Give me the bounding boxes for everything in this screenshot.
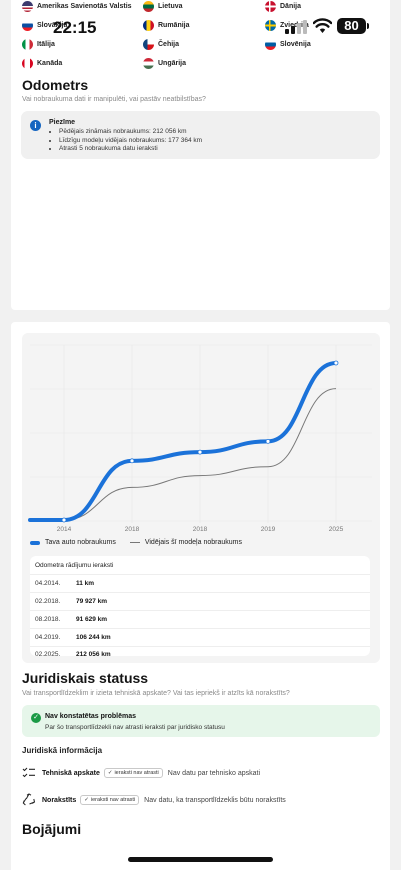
no-records-badge: ✓ ieraksti nav atrasti (80, 795, 140, 805)
status-bar: 22:15 80 (0, 0, 401, 56)
country-item: Čehija (143, 39, 179, 50)
table-row: 02.2018. 79 927 km (30, 592, 370, 610)
battery-icon: 80 (337, 18, 369, 34)
check-icon: ✓ (107, 770, 113, 776)
country-item: Ungārija (143, 58, 186, 69)
note-title: Piezīme (49, 119, 76, 126)
table-row: 04.2014. 11 km (30, 574, 370, 592)
data-point (61, 517, 67, 523)
flag-slovakia-icon (22, 20, 33, 31)
country-item: Kanāda (22, 58, 62, 69)
legend-label-car: Tava auto nobraukums (45, 539, 116, 546)
legal-subtitle: Vai transportlīdzeklim ir izieta tehnisk… (22, 690, 290, 697)
legal-row-inspection: Tehniskā apskate ✓ ieraksti nav atrasti N… (22, 764, 260, 782)
note-list: Pēdējais zināmais nobraukums: 212 056 km… (59, 128, 202, 154)
country-item: Amerikas Savienotās Valstis (22, 1, 132, 12)
legal-row-desc: Nav datu par tehnisko apskati (167, 769, 261, 777)
legal-row-label: Tehniskā apskate (42, 769, 100, 777)
chart-legend: Tava auto nobraukums Vidējais šī modeļa … (30, 539, 242, 546)
country-item: Slovākija (22, 20, 67, 31)
odometer-title: Odometrs (22, 77, 89, 93)
flag-italy-icon (22, 39, 33, 50)
mileage-chart-svg: 2014 2018 2018 2019 2025 (28, 344, 372, 533)
flag-czechia-icon (143, 39, 154, 50)
records-title: Odometra rādījumu ieraksti (35, 562, 114, 569)
status-time: 22:15 (53, 18, 97, 37)
x-tick-label: 2018 (125, 526, 140, 533)
note-item: Līdzīgu modeļu vidējais nobraukums: 177 … (59, 137, 202, 146)
country-item: Rumānija (143, 20, 190, 31)
checklist-icon (22, 767, 35, 778)
recycle-icon (22, 793, 36, 806)
check-icon: ✓ (84, 797, 89, 803)
country-item: Zviedrija (265, 20, 309, 31)
legal-title: Juridiskais statuss (22, 670, 149, 686)
country-item: Dānija (265, 1, 301, 12)
data-point (265, 438, 271, 444)
legal-row-label: Norakstīts (42, 796, 77, 804)
info-icon: i (30, 120, 41, 131)
data-point (197, 449, 203, 455)
legend-swatch-average (129, 542, 140, 543)
flag-hungary-icon (143, 58, 154, 69)
cellular-signal-icon (285, 20, 307, 34)
data-point (333, 360, 339, 366)
x-tick-label: 2018 (193, 526, 208, 533)
note-item: Pēdējais zināmais nobraukums: 212 056 km (59, 128, 202, 137)
flag-usa-icon (22, 1, 33, 12)
table-row: 02.2025. 212 056 km (30, 646, 370, 658)
x-tick-label: 2014 (57, 526, 72, 533)
x-tick-label: 2025 (329, 526, 344, 533)
flag-slovenia-icon (265, 39, 276, 50)
country-item: Slovēnija (265, 39, 311, 50)
legend-swatch-car (30, 540, 40, 545)
flag-denmark-icon (265, 1, 276, 12)
legend-label-average: Vidējais šī modeļa nobraukums (144, 539, 242, 546)
data-point (129, 458, 135, 464)
series-line-car (28, 361, 338, 522)
flag-lithuania-icon (143, 1, 154, 12)
country-item: Itālija (22, 39, 55, 50)
check-circle-icon: ✓ (31, 713, 41, 723)
ok-text: Par šo transportlīdzekli nav atrasti ier… (45, 724, 225, 731)
flag-canada-icon (22, 58, 33, 69)
note-box: i Piezīme Pēdējais zināmais nobraukums: … (21, 111, 380, 159)
home-indicator (128, 857, 273, 862)
damages-title: Bojājumi (22, 821, 82, 837)
note-item: Atrasti 5 nobraukuma datu ieraksti (59, 145, 202, 154)
legal-info-title: Juridiskā informācija (22, 746, 103, 755)
wifi-icon (313, 18, 332, 33)
status-ok-box: ✓ Nav konstatētas problēmas Par šo trans… (22, 705, 380, 737)
legal-row-written-off: Norakstīts ✓ ieraksti nav atrasti Nav dat… (22, 791, 286, 809)
flag-romania-icon (143, 20, 154, 31)
x-tick-label: 2019 (261, 526, 276, 533)
country-item: Lietuva (143, 1, 183, 12)
odometer-subtitle: Vai nobraukuma dati ir manipulēti, vai p… (22, 96, 206, 103)
mileage-chart: 2014 2018 2018 2019 2025 Tava auto nobraukum… (22, 333, 380, 663)
table-row: 04.2019. 106 244 km (30, 628, 370, 646)
records-table: Odometra rādījumu ieraksti 04.2014. 11 km… (30, 556, 370, 658)
table-row: 08.2018. 91 629 km (30, 610, 370, 628)
legal-row-desc: Nav datu, ka transportlīdzeklis būtu nor… (144, 796, 286, 804)
ok-title: Nav konstatētas problēmas (45, 713, 137, 720)
no-records-badge: ✓ ieraksti nav atrasti (103, 768, 163, 778)
flag-sweden-icon (265, 20, 276, 31)
